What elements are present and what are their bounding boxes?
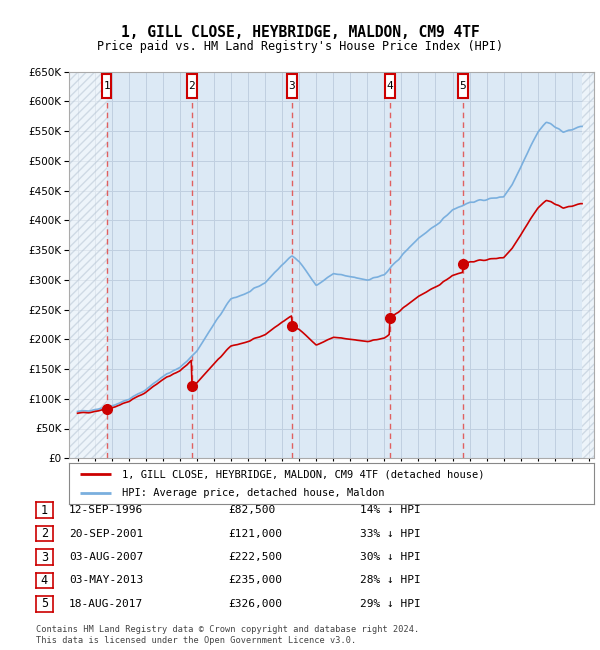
Text: 1, GILL CLOSE, HEYBRIDGE, MALDON, CM9 4TF (detached house): 1, GILL CLOSE, HEYBRIDGE, MALDON, CM9 4T…	[121, 469, 484, 479]
FancyBboxPatch shape	[458, 75, 468, 98]
Text: 1: 1	[41, 504, 48, 517]
Text: Price paid vs. HM Land Registry's House Price Index (HPI): Price paid vs. HM Land Registry's House …	[97, 40, 503, 53]
Text: Contains HM Land Registry data © Crown copyright and database right 2024.
This d: Contains HM Land Registry data © Crown c…	[36, 625, 419, 645]
FancyBboxPatch shape	[187, 75, 197, 98]
Text: 5: 5	[41, 597, 48, 610]
Text: 14% ↓ HPI: 14% ↓ HPI	[360, 505, 421, 515]
Text: 28% ↓ HPI: 28% ↓ HPI	[360, 575, 421, 586]
Text: 2: 2	[41, 527, 48, 540]
Text: 3: 3	[41, 551, 48, 564]
Text: 12-SEP-1996: 12-SEP-1996	[69, 505, 143, 515]
Text: HPI: Average price, detached house, Maldon: HPI: Average price, detached house, Mald…	[121, 488, 384, 498]
Text: £235,000: £235,000	[228, 575, 282, 586]
FancyBboxPatch shape	[385, 75, 395, 98]
Text: 2: 2	[188, 81, 195, 92]
Bar	[69, 72, 107, 458]
Text: 30% ↓ HPI: 30% ↓ HPI	[360, 552, 421, 562]
Text: 33% ↓ HPI: 33% ↓ HPI	[360, 528, 421, 539]
Text: 4: 4	[41, 574, 48, 587]
Text: £222,500: £222,500	[228, 552, 282, 562]
Text: £326,000: £326,000	[228, 599, 282, 609]
Text: 29% ↓ HPI: 29% ↓ HPI	[360, 599, 421, 609]
Text: 03-MAY-2013: 03-MAY-2013	[69, 575, 143, 586]
Text: 03-AUG-2007: 03-AUG-2007	[69, 552, 143, 562]
Bar	[582, 72, 594, 458]
Text: 3: 3	[289, 81, 295, 92]
FancyBboxPatch shape	[287, 75, 296, 98]
Text: 18-AUG-2017: 18-AUG-2017	[69, 599, 143, 609]
Text: 1, GILL CLOSE, HEYBRIDGE, MALDON, CM9 4TF: 1, GILL CLOSE, HEYBRIDGE, MALDON, CM9 4T…	[121, 25, 479, 40]
FancyBboxPatch shape	[102, 75, 112, 98]
Text: 20-SEP-2001: 20-SEP-2001	[69, 528, 143, 539]
Text: 5: 5	[460, 81, 466, 92]
Text: £82,500: £82,500	[228, 505, 275, 515]
Text: 1: 1	[103, 81, 110, 92]
Text: 4: 4	[386, 81, 394, 92]
Text: £121,000: £121,000	[228, 528, 282, 539]
